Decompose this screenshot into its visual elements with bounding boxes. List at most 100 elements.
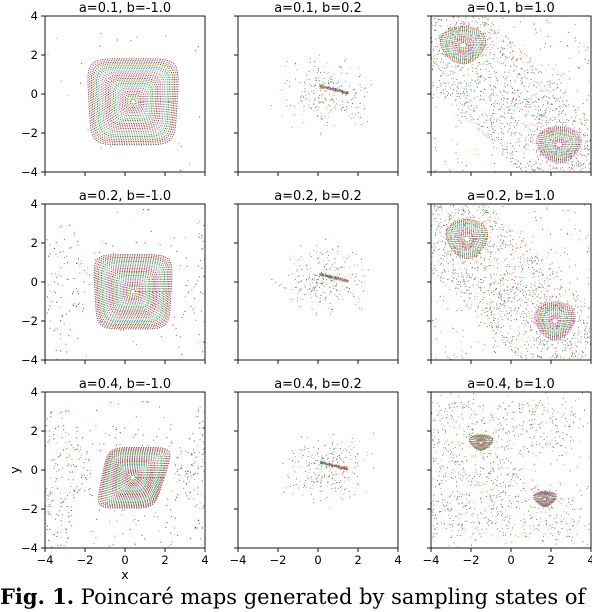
scatter-point [512, 105, 514, 107]
scatter-point [500, 107, 502, 109]
scatter-point [451, 66, 453, 68]
scatter-point [462, 92, 464, 95]
scatter-point [509, 108, 511, 110]
scatter-point [332, 93, 334, 95]
scatter-point [360, 258, 363, 260]
y-tick-label: 0 [31, 275, 38, 289]
orbit-ring [109, 79, 157, 125]
scatter-point [511, 230, 513, 232]
scatter-point [327, 104, 329, 106]
x-tick-label: −2 [77, 553, 94, 567]
scatter-point [441, 19, 443, 21]
scatter-point [498, 305, 500, 307]
scatter-point [199, 422, 201, 424]
scatter-point [197, 527, 199, 529]
scatter-point [337, 298, 340, 300]
scatter-point [475, 67, 477, 70]
scatter-point [431, 68, 433, 70]
scatter-point [50, 413, 52, 415]
scatter-point [476, 262, 478, 264]
scatter-point [317, 475, 319, 477]
scatter-point [572, 357, 574, 359]
scatter-point [440, 91, 442, 93]
scatter-point [517, 335, 519, 337]
scatter-point [181, 173, 182, 174]
scatter-point [462, 218, 464, 220]
scatter-point [468, 105, 470, 107]
scatter-point [492, 319, 495, 321]
orbit-ring [128, 473, 138, 482]
orbit-ring [99, 448, 169, 508]
scatter-point [74, 488, 76, 490]
scatter-point [200, 538, 202, 540]
scatter-point [541, 260, 543, 262]
scatter-point [471, 346, 473, 348]
scatter-point [480, 68, 482, 70]
scatter-point [497, 325, 500, 327]
scatter-point [486, 210, 488, 212]
scatter-point [480, 253, 482, 255]
scatter-point [531, 283, 533, 285]
scatter-point [351, 438, 353, 440]
scatter-point [540, 333, 542, 335]
scatter-point [198, 523, 200, 525]
scatter-point [79, 264, 81, 266]
scatter-point [306, 269, 308, 271]
scatter-point [498, 249, 500, 251]
scatter-point [497, 108, 499, 110]
scatter-point [510, 154, 512, 156]
scatter-point [555, 64, 557, 66]
scatter-point [299, 306, 301, 308]
scatter-point [506, 48, 508, 50]
orbit-ring [547, 135, 571, 154]
orbit-ring [537, 126, 581, 163]
scatter-point [80, 262, 82, 265]
scatter-point [326, 121, 328, 124]
scatter-point [318, 54, 320, 56]
scatter-point [49, 290, 51, 293]
scatter-point [490, 240, 492, 242]
scatter-point [552, 116, 554, 118]
scatter-point [572, 293, 574, 295]
scatter-point [75, 437, 78, 439]
y-tick-label: 4 [31, 385, 38, 399]
scatter-point [559, 89, 561, 91]
scatter-point [534, 306, 536, 308]
scatter-point [462, 329, 464, 331]
scatter-point [564, 339, 566, 342]
scatter-point [448, 62, 450, 64]
plot-area [431, 16, 591, 172]
scatter-point [547, 35, 549, 38]
scatter-point [202, 292, 204, 295]
scatter-point [210, 228, 211, 229]
scatter-point [463, 261, 465, 263]
scatter-point [505, 244, 507, 246]
scatter-point [61, 514, 63, 516]
scatter-point [482, 63, 484, 65]
scatter-point [46, 312, 48, 314]
scatter-point [456, 310, 458, 312]
scatter-point [317, 448, 320, 450]
scatter-point [361, 308, 363, 310]
scatter-point [328, 80, 330, 82]
scatter-point [47, 498, 49, 500]
scatter-point [319, 251, 321, 253]
scatter-point [559, 169, 562, 171]
scatter-point [462, 67, 464, 69]
scatter-point [60, 519, 62, 522]
scatter-point [473, 97, 475, 99]
scatter-point [538, 83, 540, 85]
scatter-point [476, 123, 478, 125]
scatter-point [305, 98, 307, 100]
scatter-point [578, 130, 581, 132]
scatter-point [503, 299, 505, 301]
scatter-point [321, 464, 324, 466]
scatter-point [521, 313, 523, 315]
scatter-point [515, 102, 517, 105]
scatter-point [462, 25, 464, 27]
scatter-point [538, 71, 540, 73]
orbit-ring [550, 137, 568, 152]
scatter-point [43, 317, 44, 318]
scatter-point [48, 435, 51, 438]
scatter-point [465, 25, 468, 27]
